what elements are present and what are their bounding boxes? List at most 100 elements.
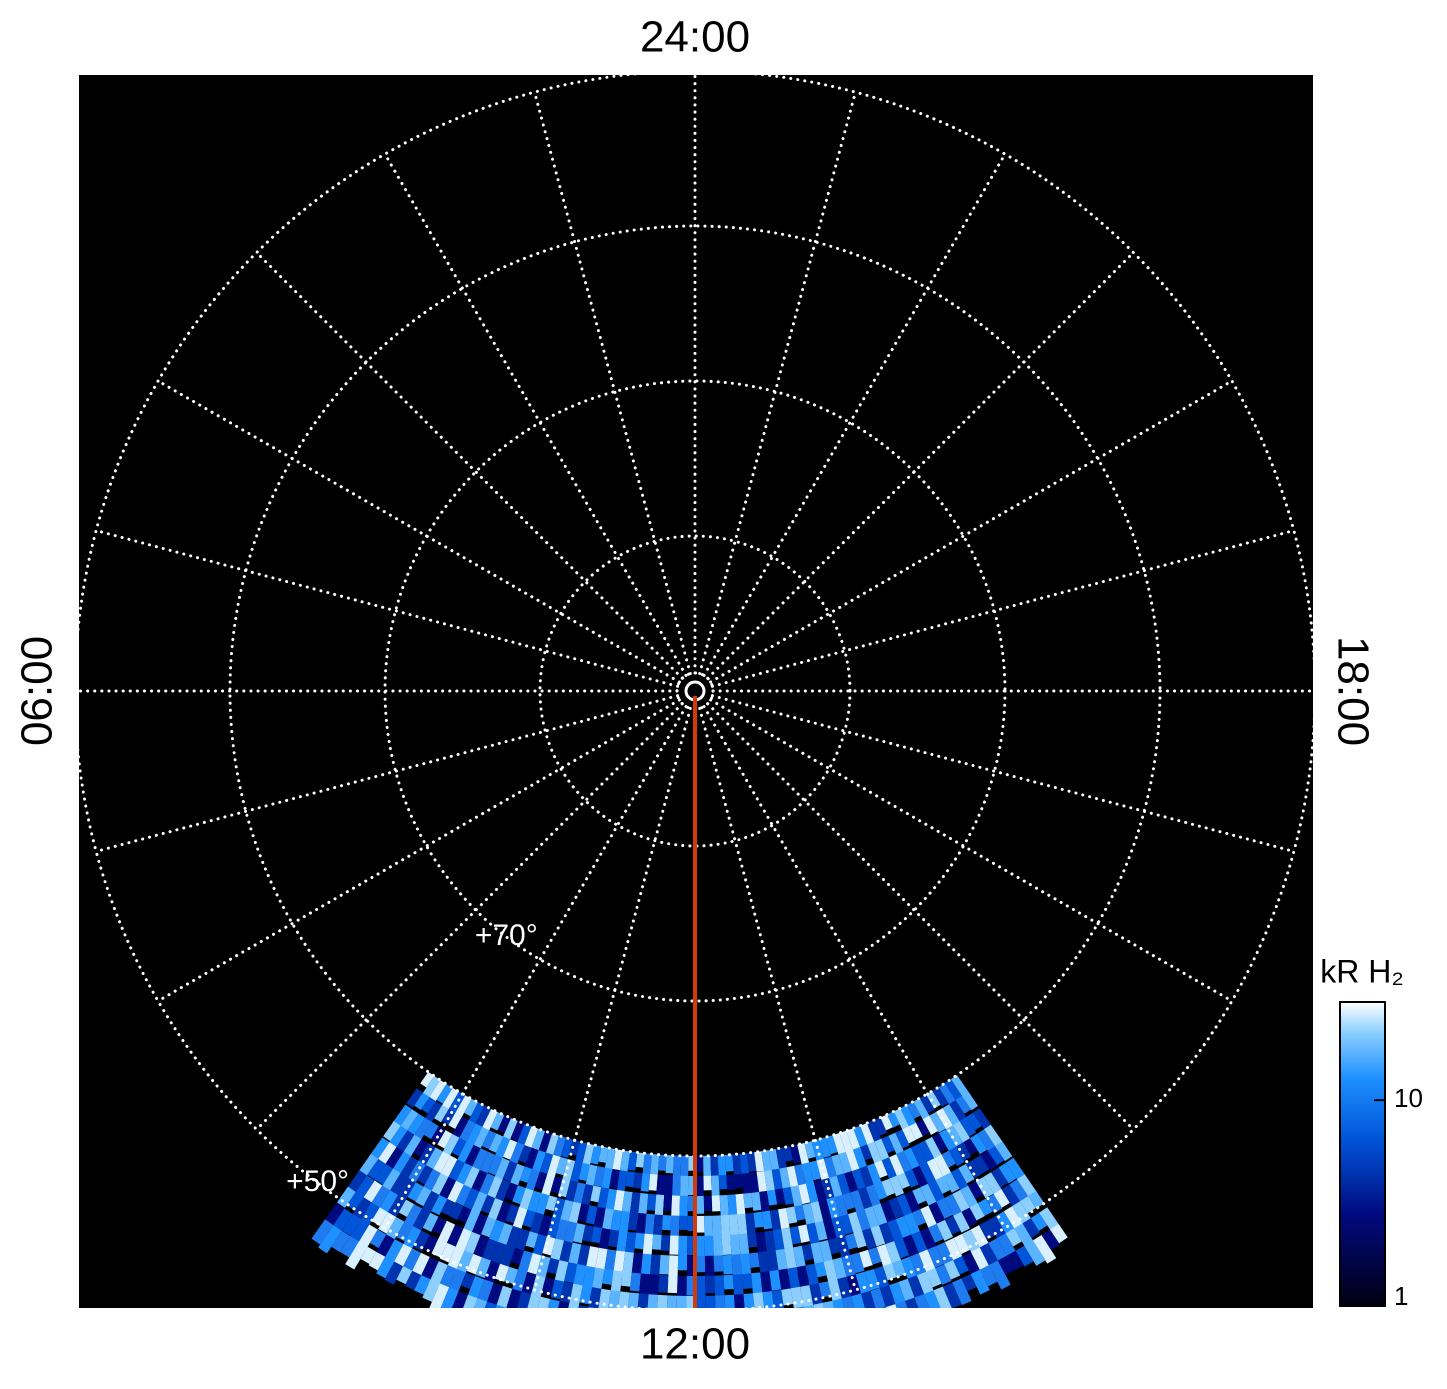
meridian-line (156, 698, 681, 1003)
emission-cell (939, 1129, 958, 1155)
emission-cell (814, 1261, 827, 1278)
emission-cell (860, 1123, 875, 1146)
emission-cell (484, 1301, 497, 1308)
emission-cell (638, 1273, 651, 1298)
emission-cell (953, 1233, 970, 1255)
emission-cell (810, 1201, 824, 1227)
emission-cell (775, 1248, 789, 1275)
emission-cell (609, 1168, 620, 1189)
emission-cell (970, 1133, 988, 1155)
emission-cell (627, 1292, 640, 1308)
emission-cell (991, 1167, 1009, 1188)
emission-cell (961, 1274, 977, 1292)
emission-cell (914, 1293, 930, 1308)
emission-cell (423, 1234, 439, 1253)
emission-cell (439, 1242, 456, 1263)
emission-cell (578, 1162, 591, 1182)
emission-cell (596, 1308, 608, 1324)
time-label-left: 06:00 (13, 636, 62, 746)
emission-cell (887, 1219, 904, 1243)
emission-cell (703, 1195, 713, 1212)
emission-cell (942, 1104, 961, 1128)
emission-cell (980, 1150, 998, 1171)
emission-cell (411, 1208, 431, 1234)
emission-cell (927, 1245, 945, 1268)
emission-cell (753, 1211, 764, 1228)
emission-cell (713, 1255, 724, 1272)
emission-cell (637, 1193, 649, 1220)
emission-cell (508, 1142, 525, 1168)
emission-cell (375, 1234, 395, 1258)
emission-cell (534, 1193, 550, 1219)
emission-cell (667, 1275, 678, 1294)
emission-cell (376, 1256, 395, 1279)
emission-cell (988, 1260, 1011, 1290)
emission-cell (506, 1307, 508, 1308)
emission-cell (814, 1220, 828, 1241)
emission-cell (880, 1200, 897, 1225)
meridian-line (255, 702, 684, 1131)
emission-cell (614, 1311, 627, 1339)
emission-cell (574, 1141, 588, 1167)
emission-cell (703, 1155, 712, 1179)
emission-cell (494, 1263, 510, 1282)
emission-cell (384, 1261, 404, 1285)
emission-cell (794, 1164, 808, 1191)
emission-cell (807, 1324, 821, 1345)
emission-cell (668, 1255, 679, 1281)
emission-cell (635, 1152, 645, 1168)
emission-cell (650, 1254, 661, 1276)
emission-cell (490, 1112, 505, 1131)
emission-cell (771, 1289, 784, 1308)
emission-cell (832, 1257, 847, 1281)
emission-cell (503, 1139, 518, 1160)
emission-cell (741, 1273, 753, 1290)
meridian-line (156, 379, 681, 684)
emission-cell (865, 1184, 882, 1209)
emission-cell (549, 1238, 565, 1266)
emission-cell (456, 1141, 474, 1165)
meridian-line (702, 705, 1007, 1230)
emission-cell (546, 1257, 560, 1275)
emission-cell (572, 1223, 586, 1244)
emission-cell (979, 1265, 998, 1287)
emission-cell (913, 1098, 930, 1120)
emission-cell (336, 1186, 356, 1208)
emission-cell (764, 1230, 776, 1253)
emission-cell (839, 1130, 854, 1155)
emission-cell (541, 1277, 555, 1296)
emission-cell (696, 1275, 706, 1300)
emission-cell (1006, 1250, 1024, 1271)
emission-cell (476, 1279, 494, 1306)
emission-cell (523, 1126, 539, 1152)
emission-cell (457, 1120, 476, 1146)
emission-cell (333, 1208, 353, 1231)
emission-cell (679, 1195, 688, 1220)
emission-cell (453, 1095, 472, 1119)
emission-cell (896, 1172, 911, 1189)
emission-cell (941, 1150, 956, 1168)
emission-cell (539, 1318, 555, 1347)
emission-cell (746, 1152, 757, 1172)
emission-cell (726, 1174, 736, 1191)
emission-cell (798, 1224, 810, 1243)
emission-cell (475, 1105, 492, 1128)
emission-cell (891, 1259, 907, 1278)
emission-cell (728, 1214, 740, 1241)
emission-cell (506, 1288, 522, 1308)
emission-cell (889, 1281, 907, 1308)
emission-cell (943, 1172, 960, 1193)
emission-cell (585, 1164, 598, 1188)
emission-cell (318, 1225, 342, 1254)
emission-cell (680, 1155, 689, 1177)
emission-cell (421, 1096, 436, 1114)
emission-cell (413, 1139, 429, 1158)
emission-cell (823, 1218, 837, 1241)
emission-cell (384, 1217, 405, 1243)
emission-cell (431, 1194, 448, 1216)
emission-cell (935, 1176, 951, 1194)
emission-cell (955, 1095, 971, 1114)
emission-cell (548, 1298, 560, 1308)
emission-cell (881, 1135, 895, 1154)
emission-cell (568, 1303, 579, 1308)
